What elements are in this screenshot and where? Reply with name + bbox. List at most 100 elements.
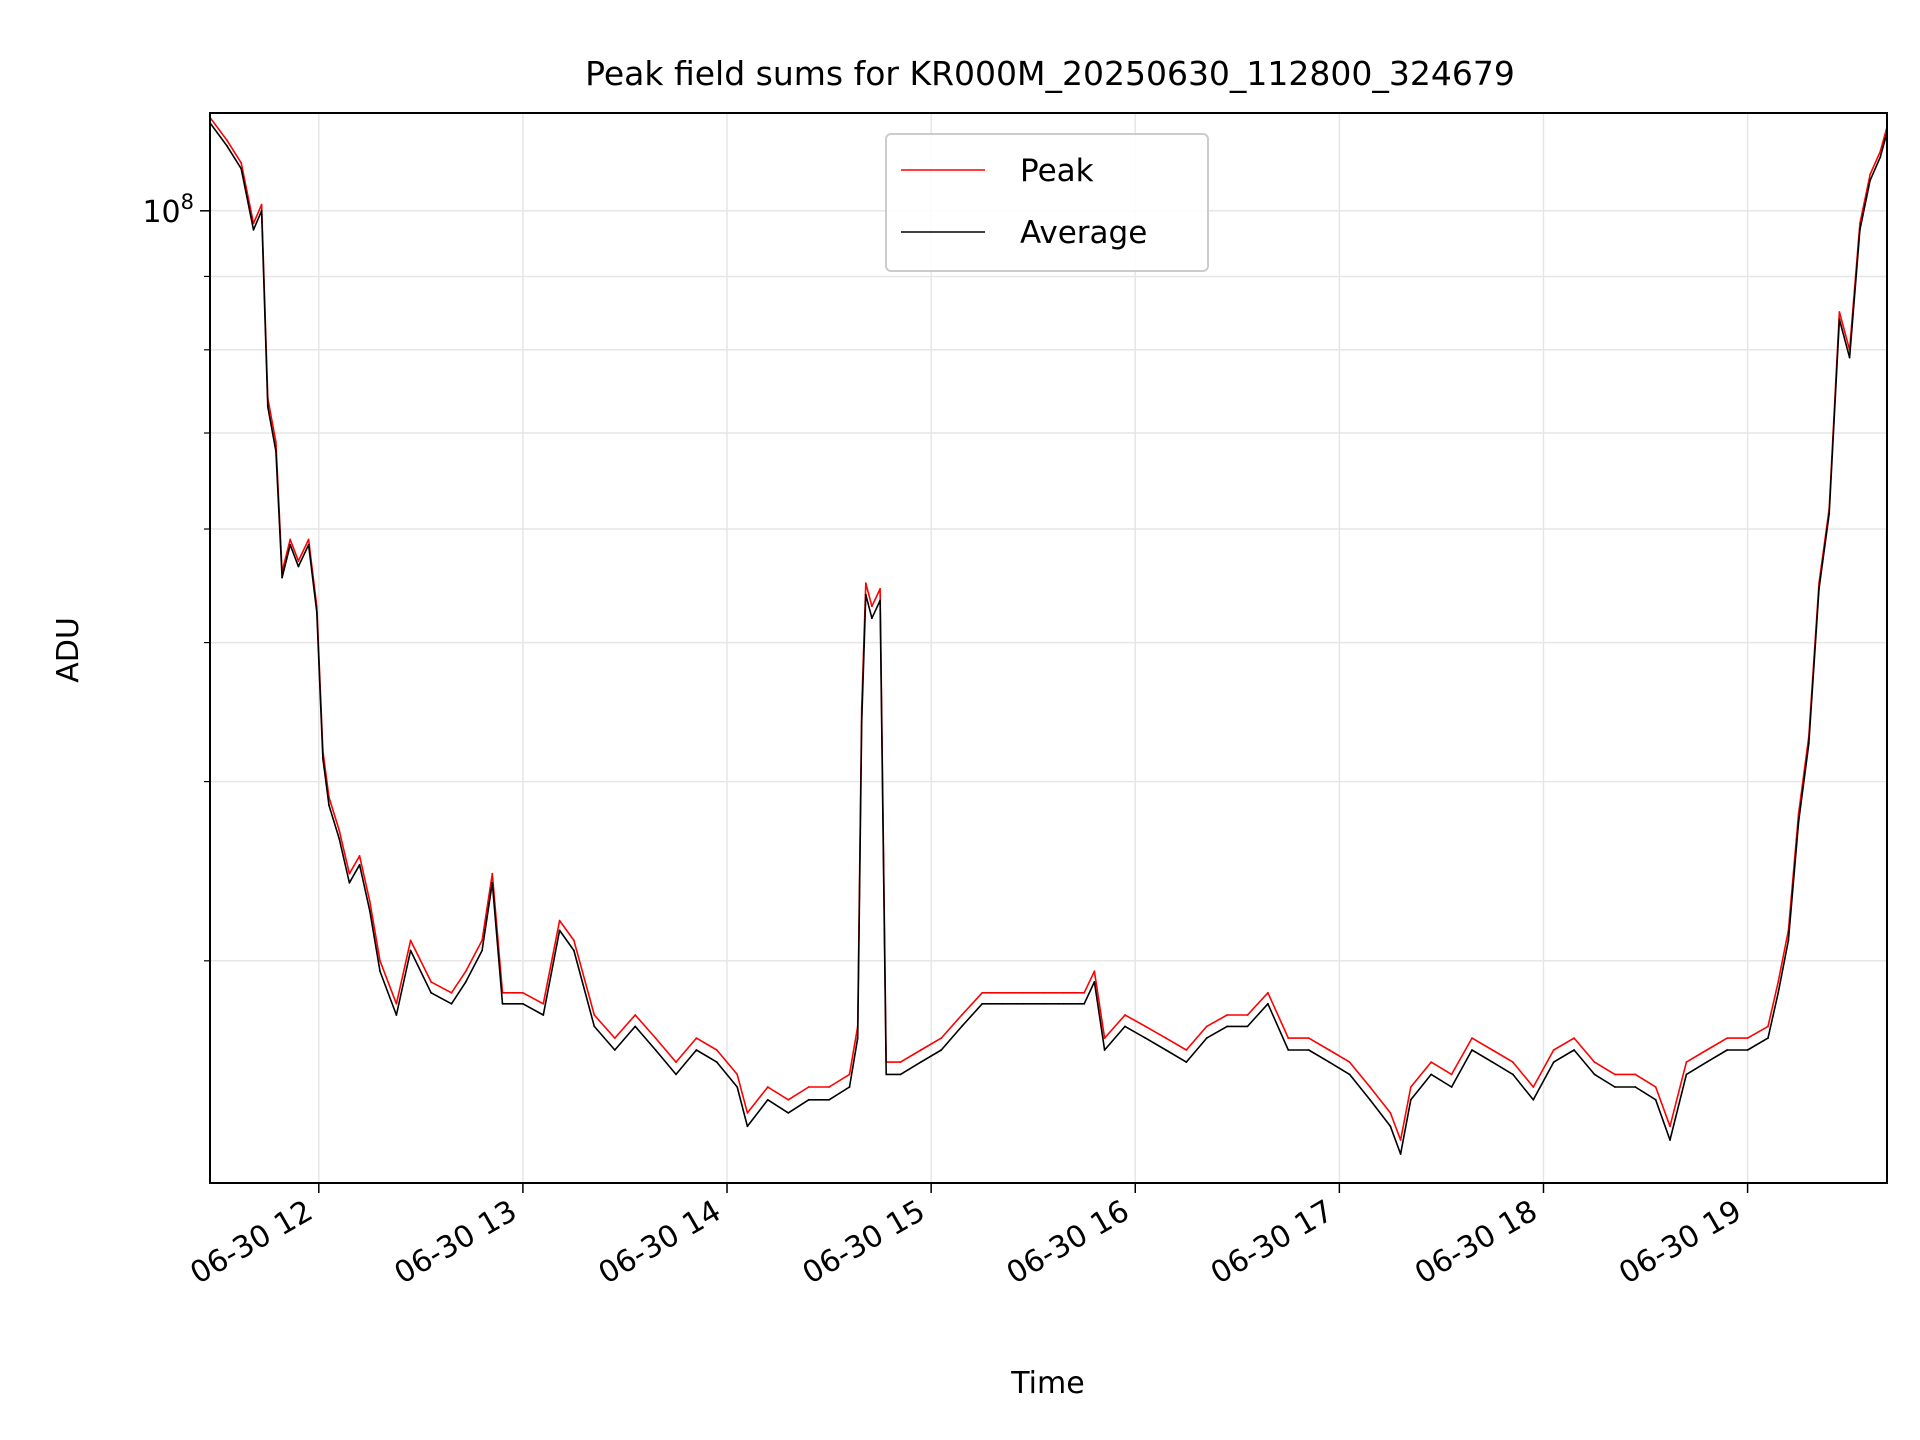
data-point-average [1859, 228, 1861, 231]
data-point-peak [1838, 311, 1841, 313]
legend-box [885, 133, 1209, 272]
data-point-peak [613, 1037, 616, 1039]
data-point-average [450, 1002, 453, 1005]
data-point-peak [828, 1086, 830, 1088]
data-point-peak [289, 538, 292, 541]
data-point-peak [1287, 1037, 1290, 1039]
data-point-peak [1369, 1086, 1371, 1088]
data-point-peak [491, 872, 494, 875]
data-point-average [1879, 156, 1882, 159]
data-point-average [358, 863, 361, 866]
data-point-average [715, 1061, 718, 1063]
data-point-peak [1552, 1049, 1555, 1051]
series-layer [209, 117, 1888, 1155]
data-point-peak [1573, 1037, 1575, 1039]
data-point-peak [1185, 1049, 1188, 1051]
data-point-peak [848, 1073, 851, 1076]
data-point-peak [1512, 1061, 1514, 1063]
data-point-peak [654, 1037, 657, 1039]
data-point-peak [1348, 1061, 1351, 1063]
data-point-average [281, 576, 283, 579]
data-point-peak [1532, 1086, 1535, 1088]
data-point-average [593, 1025, 596, 1028]
data-point-peak [766, 1086, 769, 1088]
data-point-average [1226, 1025, 1228, 1028]
data-point-peak [1471, 1037, 1473, 1039]
data-point-average [1287, 1049, 1290, 1051]
data-point-peak [920, 1049, 922, 1051]
data-point-peak [338, 829, 341, 832]
data-point-peak [787, 1098, 790, 1101]
data-point-average [1246, 1025, 1249, 1028]
data-point-peak [450, 991, 453, 994]
data-point-average [1512, 1073, 1514, 1076]
data-point-average [1267, 1002, 1269, 1005]
data-point-average [856, 1037, 859, 1039]
data-point-peak [1124, 1014, 1126, 1016]
data-point-peak [1705, 1049, 1708, 1051]
data-point-average [899, 1073, 902, 1076]
data-point-average [1634, 1086, 1637, 1088]
data-point-average [260, 209, 263, 212]
data-point-average [1848, 356, 1851, 359]
data-point-average [266, 406, 269, 408]
data-point-peak [746, 1112, 749, 1114]
data-point-peak [379, 959, 381, 962]
data-point-peak [1226, 1014, 1228, 1016]
data-point-peak [275, 441, 277, 443]
data-point-average [1389, 1125, 1392, 1128]
series-peak [209, 117, 1888, 1141]
data-point-average [695, 1049, 698, 1051]
data-point-average [1083, 1002, 1086, 1005]
data-point-peak [368, 900, 371, 903]
data-point-average [501, 1002, 504, 1005]
data-point-average [1746, 1049, 1749, 1051]
data-point-average [1726, 1049, 1729, 1051]
data-point-average [885, 1073, 888, 1076]
data-point-average [1838, 318, 1841, 321]
data-point-average [409, 949, 412, 952]
data-point-average [328, 804, 330, 807]
data-point-peak [430, 981, 432, 983]
x-axis-label: Time [1010, 1366, 1084, 1401]
data-point-average [1369, 1098, 1371, 1101]
data-point-peak [226, 139, 228, 142]
data-point-average [1348, 1073, 1351, 1076]
data-point-peak [1307, 1037, 1310, 1039]
data-point-peak [1879, 150, 1882, 153]
data-point-average [542, 1014, 545, 1016]
y-axis: 108 [142, 190, 210, 962]
data-point-average [634, 1025, 637, 1028]
legend-label-average: Average [1020, 215, 1147, 251]
data-point-peak [593, 1014, 596, 1016]
data-point-peak [1654, 1086, 1657, 1088]
y-tick-label-base: 10 [142, 195, 180, 230]
y-tick-label: 108 [142, 190, 194, 230]
data-point-average [1818, 588, 1820, 590]
data-point-peak [1093, 970, 1096, 973]
data-point-peak [1205, 1025, 1208, 1028]
plot-frame [209, 112, 1888, 1184]
data-point-average [1705, 1061, 1708, 1063]
data-point-average [338, 837, 341, 840]
data-point-peak [307, 538, 310, 541]
data-point-average [787, 1112, 790, 1114]
data-point-average [981, 1002, 984, 1005]
data-point-average [864, 593, 867, 596]
data-point-peak [1022, 991, 1024, 994]
data-point-average [1573, 1049, 1575, 1051]
series-average [209, 122, 1888, 1155]
data-point-peak [864, 582, 867, 585]
data-point-peak [558, 919, 561, 922]
data-point-average [1593, 1073, 1596, 1076]
data-point-average [307, 543, 310, 546]
data-point-average [1552, 1061, 1555, 1063]
data-point-average [828, 1098, 830, 1101]
data-point-average [1767, 1037, 1769, 1039]
data-point-average [1614, 1086, 1616, 1088]
data-point-peak [358, 855, 361, 857]
data-point-peak [1767, 1025, 1769, 1028]
data-point-average [1654, 1098, 1657, 1101]
y-axis-label: ADU [51, 617, 86, 683]
